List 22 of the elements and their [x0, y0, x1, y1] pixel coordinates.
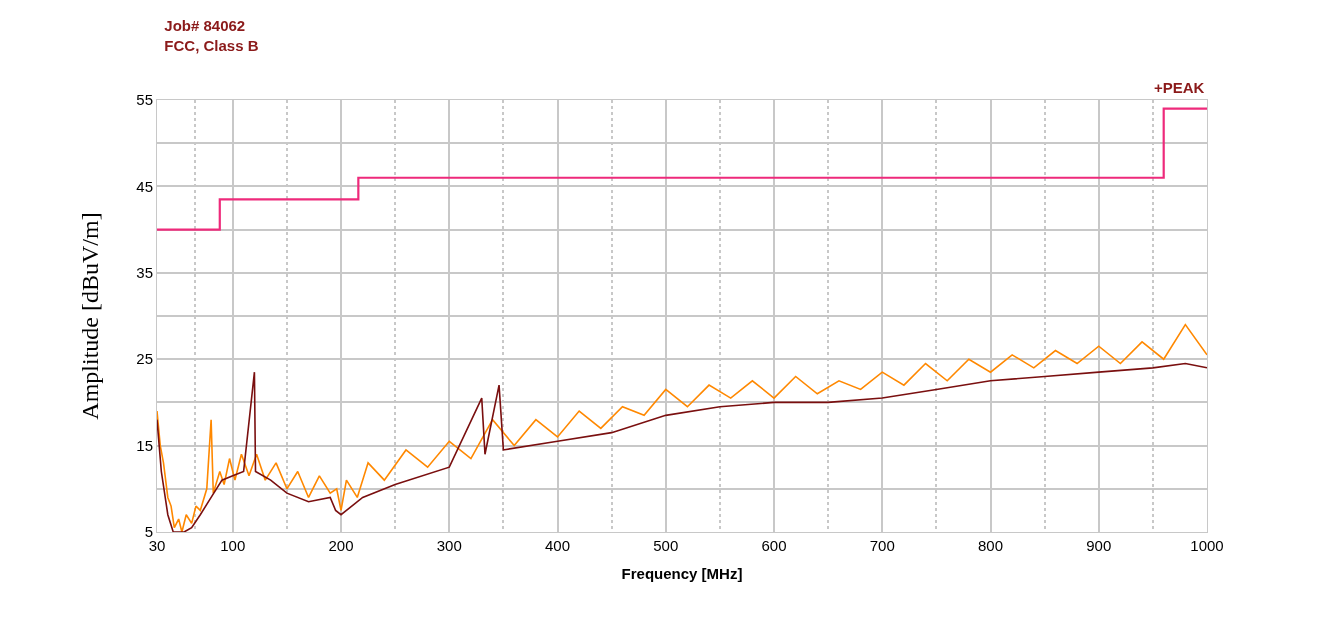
x-tick-label: 500 [653, 537, 679, 554]
line-series [157, 323, 1207, 532]
line-series [157, 362, 1207, 532]
x-tick-label: 200 [328, 537, 354, 554]
x-axis-title: Frequency [MHz] [621, 565, 743, 582]
y-axis-title: Amplitude [dBuV/m] [77, 212, 104, 420]
x-tick-label: 300 [436, 537, 462, 554]
y-tick-label: 55 [136, 91, 153, 109]
chart-title: Job# 84062 [164, 17, 246, 35]
y-tick-label: 15 [136, 436, 153, 454]
x-tick-label: 700 [869, 537, 895, 554]
y-tick-label: 35 [136, 264, 153, 282]
x-tick-label: 900 [1086, 537, 1112, 554]
x-tick-label: 1000 [1190, 537, 1224, 554]
y-tick-label: 45 [136, 177, 153, 195]
text: +PEAK [1154, 79, 1205, 96]
chart-subtitle: FCC, Class B [164, 36, 259, 54]
x-tick-label: 100 [220, 537, 246, 554]
y-tick-label: 25 [136, 350, 153, 368]
x-tick-label: 600 [761, 537, 787, 554]
x-tick-label: 400 [545, 537, 571, 554]
x-tick-label: 800 [977, 537, 1004, 554]
